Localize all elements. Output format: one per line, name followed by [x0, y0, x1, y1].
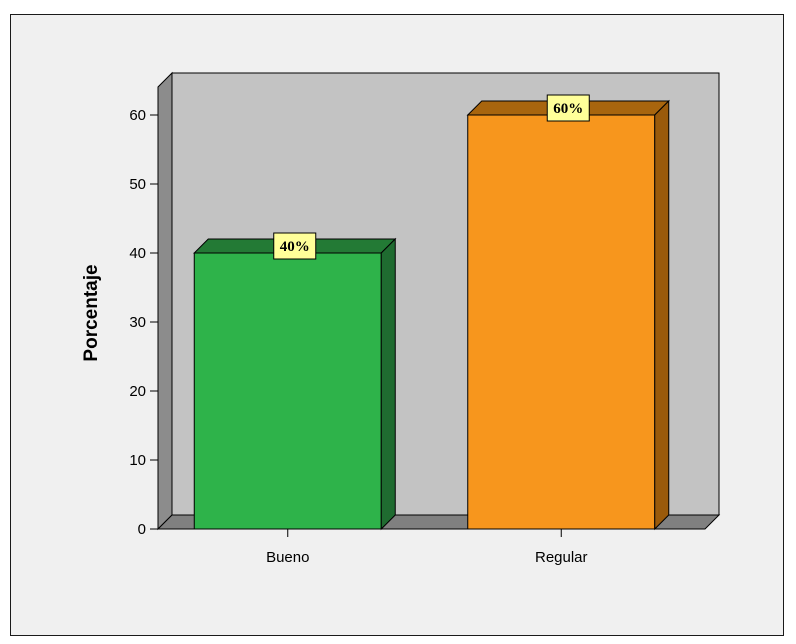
bars [193, 99, 670, 531]
x-category-label: Regular [535, 549, 588, 566]
y-tick-label: 30 [129, 314, 146, 331]
data-label: 60% [553, 101, 583, 117]
y-tick-label: 40 [129, 245, 146, 262]
y-axis: 0 10 20 30 40 50 60 [129, 107, 158, 538]
y-tick-label: 50 [129, 176, 146, 193]
y-tick-label: 20 [129, 383, 146, 400]
labels: Bueno 40% Regular 60% [266, 94, 590, 566]
x-category-label: Bueno [266, 549, 309, 566]
y-tick-label: 60 [129, 107, 146, 124]
y-tick-label: 0 [138, 521, 146, 538]
y-axis-title: Porcentaje [81, 264, 102, 361]
data-label-box [546, 94, 590, 122]
side-wall [157, 71, 173, 531]
data-label-box [273, 232, 317, 260]
data-label: 40% [280, 239, 310, 255]
bar-bueno [193, 252, 382, 530]
bar-side-regular [654, 99, 670, 531]
y-tick-label: 10 [129, 452, 146, 469]
bar-side-bueno [380, 237, 396, 531]
bar-regular [467, 114, 656, 530]
